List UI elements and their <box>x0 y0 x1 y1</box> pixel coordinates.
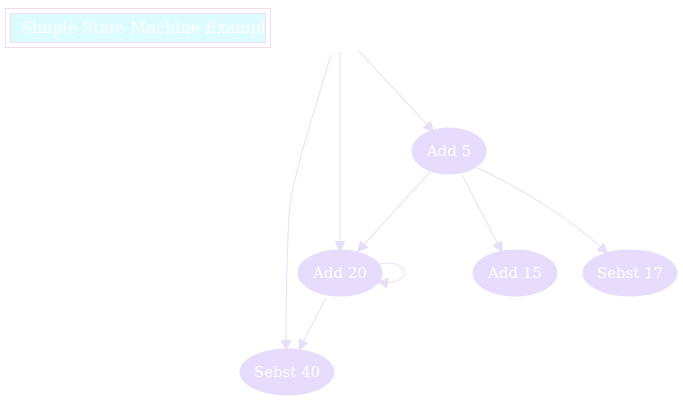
edge-add20-to-sebst40 <box>300 297 327 348</box>
node-sebst40-label: Sebst 40 <box>254 363 320 381</box>
node-add20-label: Add 20 <box>312 264 367 282</box>
edge-add5-to-sebst17 <box>477 167 606 252</box>
edge-add5-to-add15 <box>461 174 501 250</box>
node-add20[interactable]: Add 20 <box>297 249 383 297</box>
edge-add5-to-add20 <box>359 171 431 250</box>
node-sebst17-label: Sebst 17 <box>597 264 663 282</box>
node-sebst40[interactable]: Sebst 40 <box>239 348 335 396</box>
edge-add20-self-loop <box>380 262 405 282</box>
diagram-title: Simple State Machine Example <box>10 13 266 43</box>
node-add15[interactable]: Add 15 <box>472 249 558 297</box>
node-add15-label: Add 15 <box>487 264 542 282</box>
edge-start-to-sebst40 <box>286 54 332 348</box>
node-sebst17[interactable]: Sebst 17 <box>582 249 678 297</box>
edge-start-to-add5 <box>357 49 432 130</box>
node-add5[interactable]: Add 5 <box>411 127 487 175</box>
node-add5-label: Add 5 <box>426 142 471 160</box>
